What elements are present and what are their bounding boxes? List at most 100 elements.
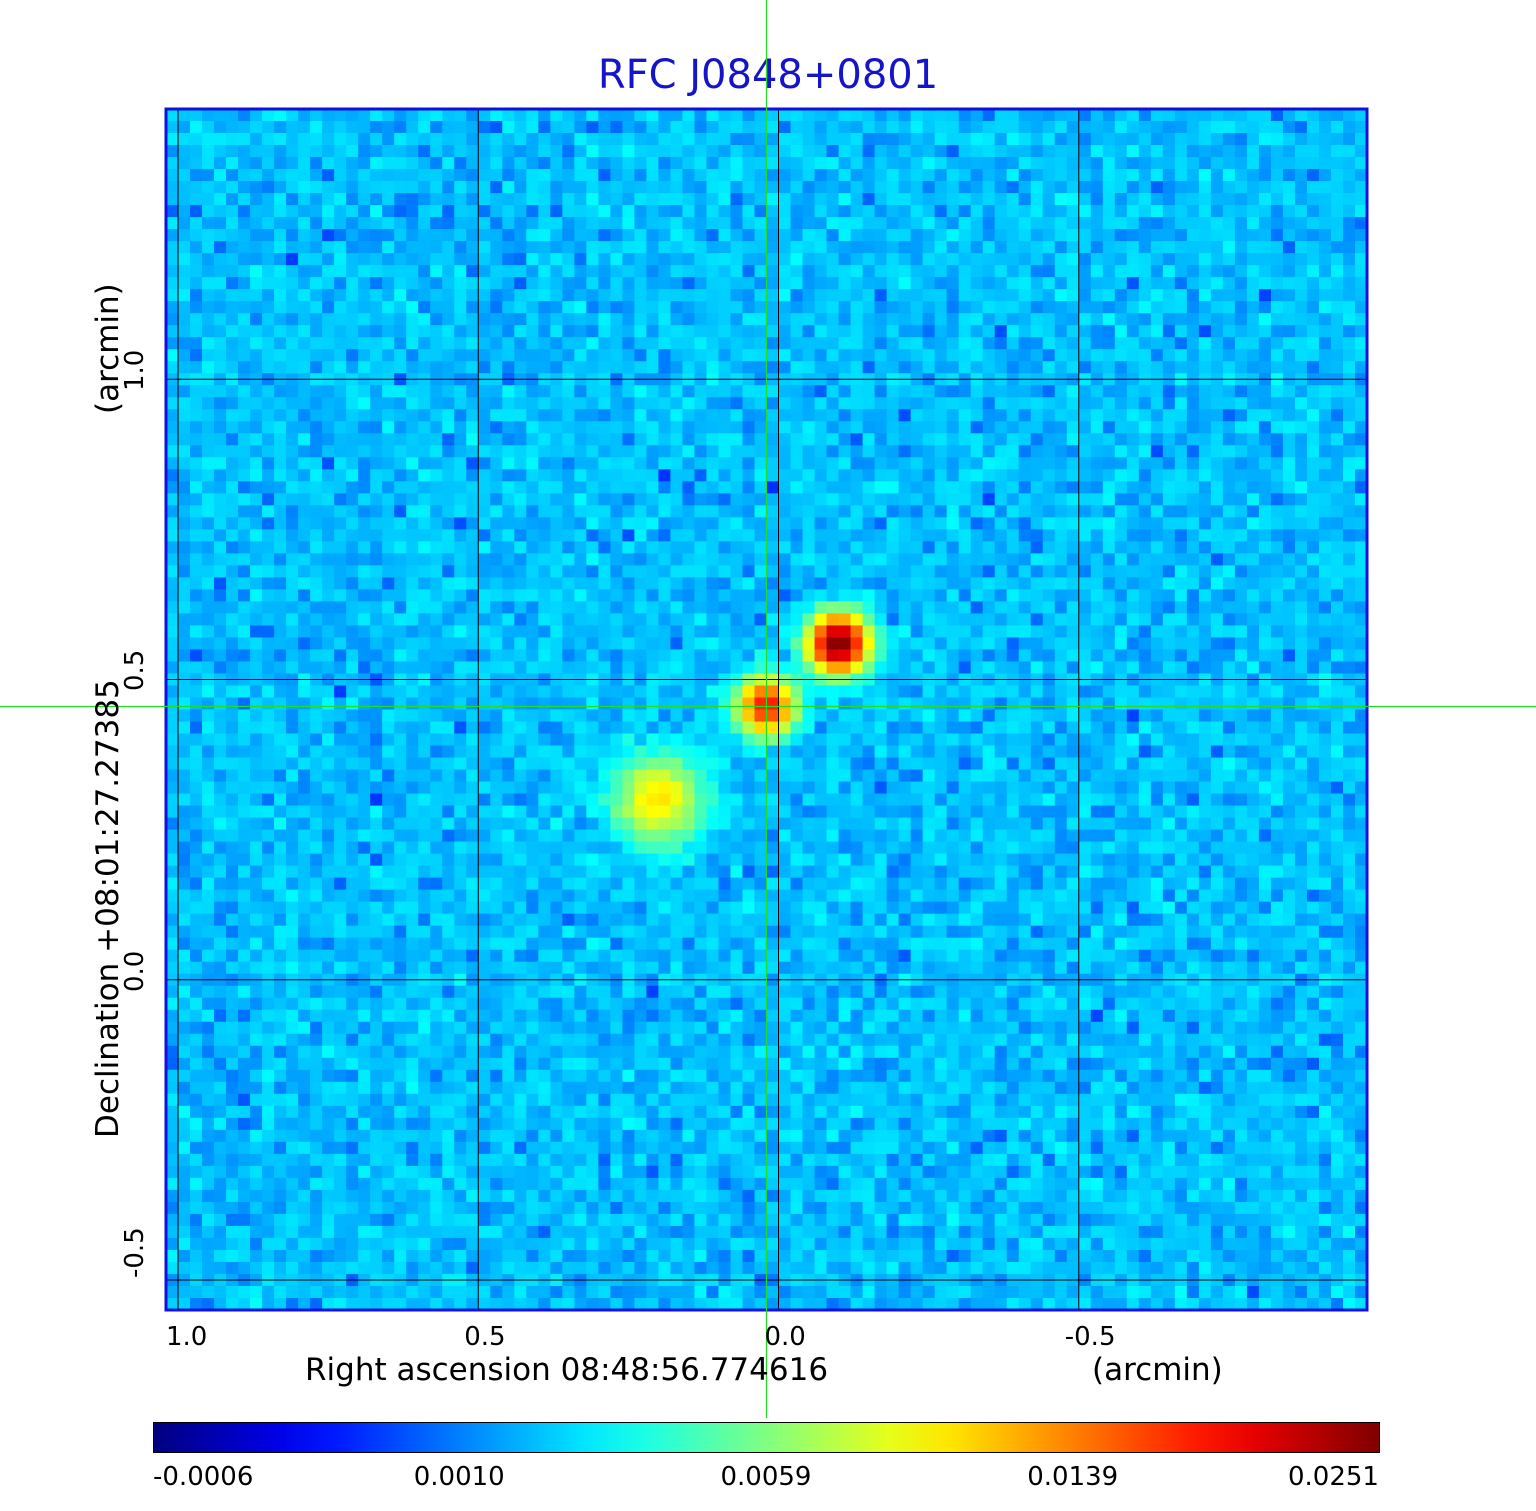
heatmap-cell bbox=[1090, 565, 1104, 578]
heatmap-cell bbox=[1174, 157, 1188, 170]
heatmap-cell bbox=[274, 517, 287, 530]
heatmap-cell bbox=[1042, 265, 1056, 278]
heatmap-cell bbox=[478, 217, 491, 230]
heatmap-cell bbox=[538, 517, 551, 530]
heatmap-cell bbox=[1258, 121, 1272, 134]
heatmap-cell bbox=[1186, 445, 1200, 458]
heatmap-cell bbox=[526, 169, 539, 182]
heatmap-cell bbox=[718, 409, 732, 422]
heatmap-cell bbox=[274, 289, 287, 302]
heatmap-cell bbox=[1114, 133, 1128, 146]
heatmap-cell bbox=[1030, 229, 1044, 242]
heatmap-cell bbox=[430, 145, 443, 158]
heatmap-cell bbox=[850, 541, 864, 554]
heatmap-cell bbox=[1198, 601, 1212, 615]
heatmap-cell bbox=[946, 433, 960, 446]
heatmap-cell bbox=[1078, 493, 1092, 506]
heatmap-cell bbox=[1222, 109, 1236, 122]
heatmap-cell bbox=[982, 121, 996, 134]
heatmap-cell bbox=[766, 313, 780, 326]
heatmap-cell bbox=[526, 205, 539, 218]
heatmap-cell bbox=[1246, 181, 1260, 194]
heatmap-cell bbox=[646, 529, 660, 542]
heatmap-cell bbox=[514, 145, 527, 158]
heatmap-cell bbox=[430, 133, 443, 146]
heatmap-cell bbox=[238, 517, 251, 530]
heatmap-cell bbox=[598, 457, 611, 470]
heatmap-cell bbox=[466, 685, 479, 699]
heatmap-cell bbox=[1150, 445, 1164, 458]
heatmap-cell bbox=[1066, 361, 1080, 374]
heatmap-cell bbox=[1306, 613, 1320, 627]
heatmap-cell bbox=[310, 625, 323, 639]
heatmap-cell bbox=[790, 385, 804, 398]
heatmap-cell bbox=[1114, 577, 1128, 590]
heatmap-cell bbox=[430, 649, 443, 663]
heatmap-cell bbox=[778, 241, 792, 254]
heatmap-cell bbox=[946, 505, 960, 518]
heatmap-cell bbox=[406, 145, 419, 158]
heatmap-cell bbox=[358, 625, 371, 639]
heatmap-cell bbox=[1102, 649, 1116, 663]
heatmap-cell bbox=[1162, 529, 1176, 542]
heatmap-cell bbox=[1030, 289, 1044, 302]
heatmap-cell bbox=[1330, 361, 1344, 374]
heatmap-cell bbox=[1186, 493, 1200, 506]
heatmap-cell bbox=[1174, 517, 1188, 530]
heatmap-cell bbox=[766, 577, 780, 590]
heatmap-cell bbox=[1234, 325, 1248, 338]
heatmap-cell bbox=[262, 325, 275, 338]
heatmap-cell bbox=[622, 553, 635, 566]
heatmap-cell bbox=[1078, 265, 1092, 278]
heatmap-cell bbox=[526, 565, 539, 578]
heatmap-cell bbox=[1198, 433, 1212, 446]
heatmap-cell bbox=[826, 625, 840, 639]
heatmap-cell bbox=[934, 697, 948, 711]
heatmap-cell bbox=[1306, 577, 1320, 590]
heatmap-cell bbox=[694, 217, 708, 230]
heatmap-cell bbox=[502, 289, 515, 302]
heatmap-cell bbox=[850, 481, 864, 494]
heatmap-cell bbox=[1258, 613, 1272, 627]
heatmap-cell bbox=[766, 145, 780, 158]
heatmap-cell bbox=[826, 649, 840, 663]
heatmap-cell bbox=[1258, 265, 1272, 278]
heatmap-cell bbox=[1090, 241, 1104, 254]
heatmap-cell bbox=[730, 541, 744, 554]
heatmap-cell bbox=[610, 217, 623, 230]
heatmap-cell bbox=[1282, 229, 1296, 242]
heatmap-cell bbox=[670, 613, 684, 627]
heatmap-cell bbox=[1078, 361, 1092, 374]
heatmap-cell bbox=[166, 637, 179, 651]
heatmap-cell bbox=[1018, 685, 1032, 699]
heatmap-cell bbox=[298, 625, 311, 639]
heatmap-cell bbox=[1294, 325, 1308, 338]
heatmap-cell bbox=[994, 241, 1008, 254]
heatmap-cell bbox=[346, 385, 359, 398]
heatmap-cell bbox=[1090, 181, 1104, 194]
heatmap-cell bbox=[166, 157, 179, 170]
heatmap-cell bbox=[394, 553, 407, 566]
heatmap-cell bbox=[1282, 649, 1296, 663]
heatmap-cell bbox=[310, 637, 323, 651]
heatmap-cell bbox=[598, 685, 611, 699]
heatmap-cell bbox=[562, 301, 575, 314]
heatmap-cell bbox=[802, 301, 816, 314]
heatmap-cell bbox=[754, 481, 768, 494]
heatmap-cell bbox=[586, 481, 599, 494]
heatmap-cell bbox=[1330, 481, 1344, 494]
heatmap-cell bbox=[1270, 529, 1284, 542]
heatmap-cell bbox=[718, 145, 732, 158]
heatmap-cell bbox=[682, 181, 696, 194]
heatmap-cell bbox=[610, 493, 623, 506]
heatmap-cell bbox=[958, 241, 972, 254]
heatmap-cell bbox=[574, 649, 587, 663]
heatmap-cell bbox=[334, 445, 347, 458]
heatmap-cell bbox=[466, 397, 479, 410]
heatmap-cell bbox=[1258, 277, 1272, 290]
heatmap-cell bbox=[646, 433, 660, 446]
heatmap-cell bbox=[1006, 697, 1020, 711]
heatmap-cell bbox=[586, 577, 599, 590]
heatmap-cell bbox=[802, 265, 816, 278]
heatmap-cell bbox=[418, 445, 431, 458]
